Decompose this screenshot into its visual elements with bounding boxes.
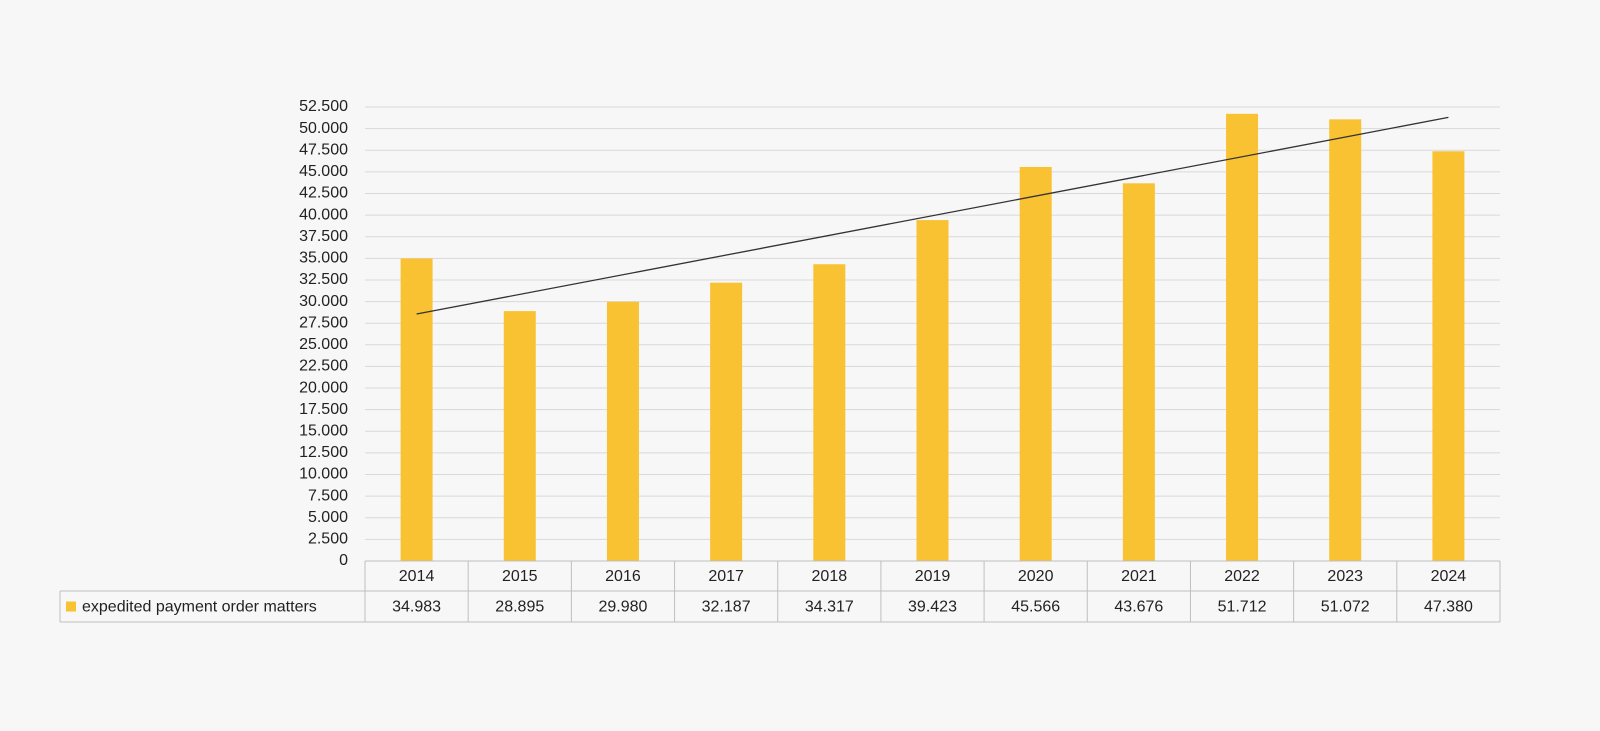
x-tick-label: 2024 — [1431, 568, 1467, 585]
x-tick-label: 2016 — [605, 568, 641, 585]
value-label: 43.676 — [1114, 599, 1163, 616]
bar — [1226, 113, 1259, 561]
y-tick-label: 45.000 — [299, 163, 348, 180]
y-tick-label: 10.000 — [299, 466, 348, 483]
y-tick-label: 35.000 — [299, 250, 348, 267]
x-tick-label: 2017 — [708, 568, 744, 585]
bar — [1432, 151, 1465, 561]
bar — [813, 264, 846, 561]
value-label: 39.423 — [908, 599, 957, 616]
bar — [710, 282, 743, 561]
x-tick-label: 2014 — [399, 568, 435, 585]
legend-label: expedited payment order matters — [82, 599, 317, 616]
bar — [606, 301, 639, 561]
y-tick-label: 50.000 — [299, 120, 348, 137]
y-tick-label: 22.500 — [299, 358, 348, 375]
y-tick-label: 25.000 — [299, 336, 348, 353]
y-tick-label: 15.000 — [299, 423, 348, 440]
bar — [503, 311, 536, 561]
x-tick-label: 2015 — [502, 568, 538, 585]
value-label: 34.317 — [805, 599, 854, 616]
y-tick-label: 42.500 — [299, 185, 348, 202]
y-tick-label: 20.000 — [299, 379, 348, 396]
y-tick-label: 0 — [339, 552, 348, 569]
value-label: 51.712 — [1218, 599, 1267, 616]
value-label: 47.380 — [1424, 599, 1473, 616]
value-label: 51.072 — [1321, 599, 1370, 616]
bar — [1019, 166, 1052, 561]
y-tick-label: 30.000 — [299, 293, 348, 310]
x-tick-label: 2022 — [1224, 568, 1260, 585]
legend-swatch — [66, 601, 76, 612]
value-label: 32.187 — [702, 599, 751, 616]
x-tick-label: 2018 — [812, 568, 848, 585]
y-tick-label: 52.500 — [299, 98, 348, 115]
x-tick-label: 2020 — [1018, 568, 1054, 585]
value-label: 28.895 — [495, 599, 544, 616]
x-tick-label: 2021 — [1121, 568, 1157, 585]
value-label: 45.566 — [1011, 599, 1060, 616]
y-tick-label: 37.500 — [299, 228, 348, 245]
bar — [916, 220, 949, 562]
y-tick-label: 17.500 — [299, 401, 348, 418]
trendline — [416, 116, 1449, 315]
y-tick-label: 40.000 — [299, 206, 348, 223]
value-label: 34.983 — [392, 599, 441, 616]
y-tick-label: 32.500 — [299, 271, 348, 288]
y-tick-label: 5.000 — [308, 509, 348, 526]
y-tick-label: 7.500 — [308, 487, 348, 504]
y-tick-label: 27.500 — [299, 314, 348, 331]
bar — [400, 258, 433, 561]
x-tick-label: 2019 — [915, 568, 951, 585]
bar — [1329, 119, 1362, 561]
y-tick-label: 12.500 — [299, 444, 348, 461]
value-label: 29.980 — [598, 599, 647, 616]
y-tick-label: 2.500 — [308, 531, 348, 548]
x-tick-label: 2023 — [1327, 568, 1363, 585]
y-tick-label: 47.500 — [299, 141, 348, 158]
bar — [1122, 183, 1155, 562]
